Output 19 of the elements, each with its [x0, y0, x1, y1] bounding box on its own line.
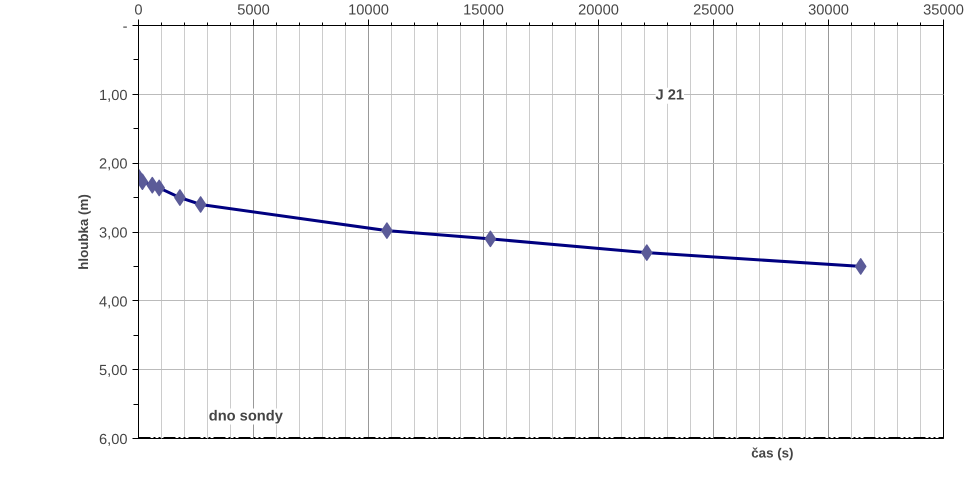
x-tick-label: 5000 — [237, 2, 270, 18]
x-tick-label: 15000 — [463, 2, 504, 18]
y-tick-label: 5,00 — [98, 363, 128, 380]
y-axis-title: hloubka (m) — [76, 194, 91, 270]
x-tick-label: 25000 — [693, 2, 734, 18]
y-tick-label: 2,00 — [98, 156, 128, 173]
x-tick-label: 35000 — [923, 2, 964, 18]
y-tick-label: - — [122, 19, 128, 35]
x-tick-label: 30000 — [808, 2, 849, 18]
x-tick-label: 0 — [134, 2, 143, 18]
y-tick-label: 4,00 — [98, 294, 128, 310]
x-tick-label: 20000 — [578, 2, 619, 18]
y-tick-label: 6,00 — [98, 432, 128, 448]
text: J 21 — [656, 88, 684, 104]
x-axis-title: čas (s) — [751, 446, 794, 460]
x-tick-label: 10000 — [348, 2, 389, 18]
ref-line-label: dno sondy — [208, 408, 284, 424]
y-tick-label: 3,00 — [98, 226, 128, 242]
y-tick-label: 1,00 — [98, 88, 128, 104]
